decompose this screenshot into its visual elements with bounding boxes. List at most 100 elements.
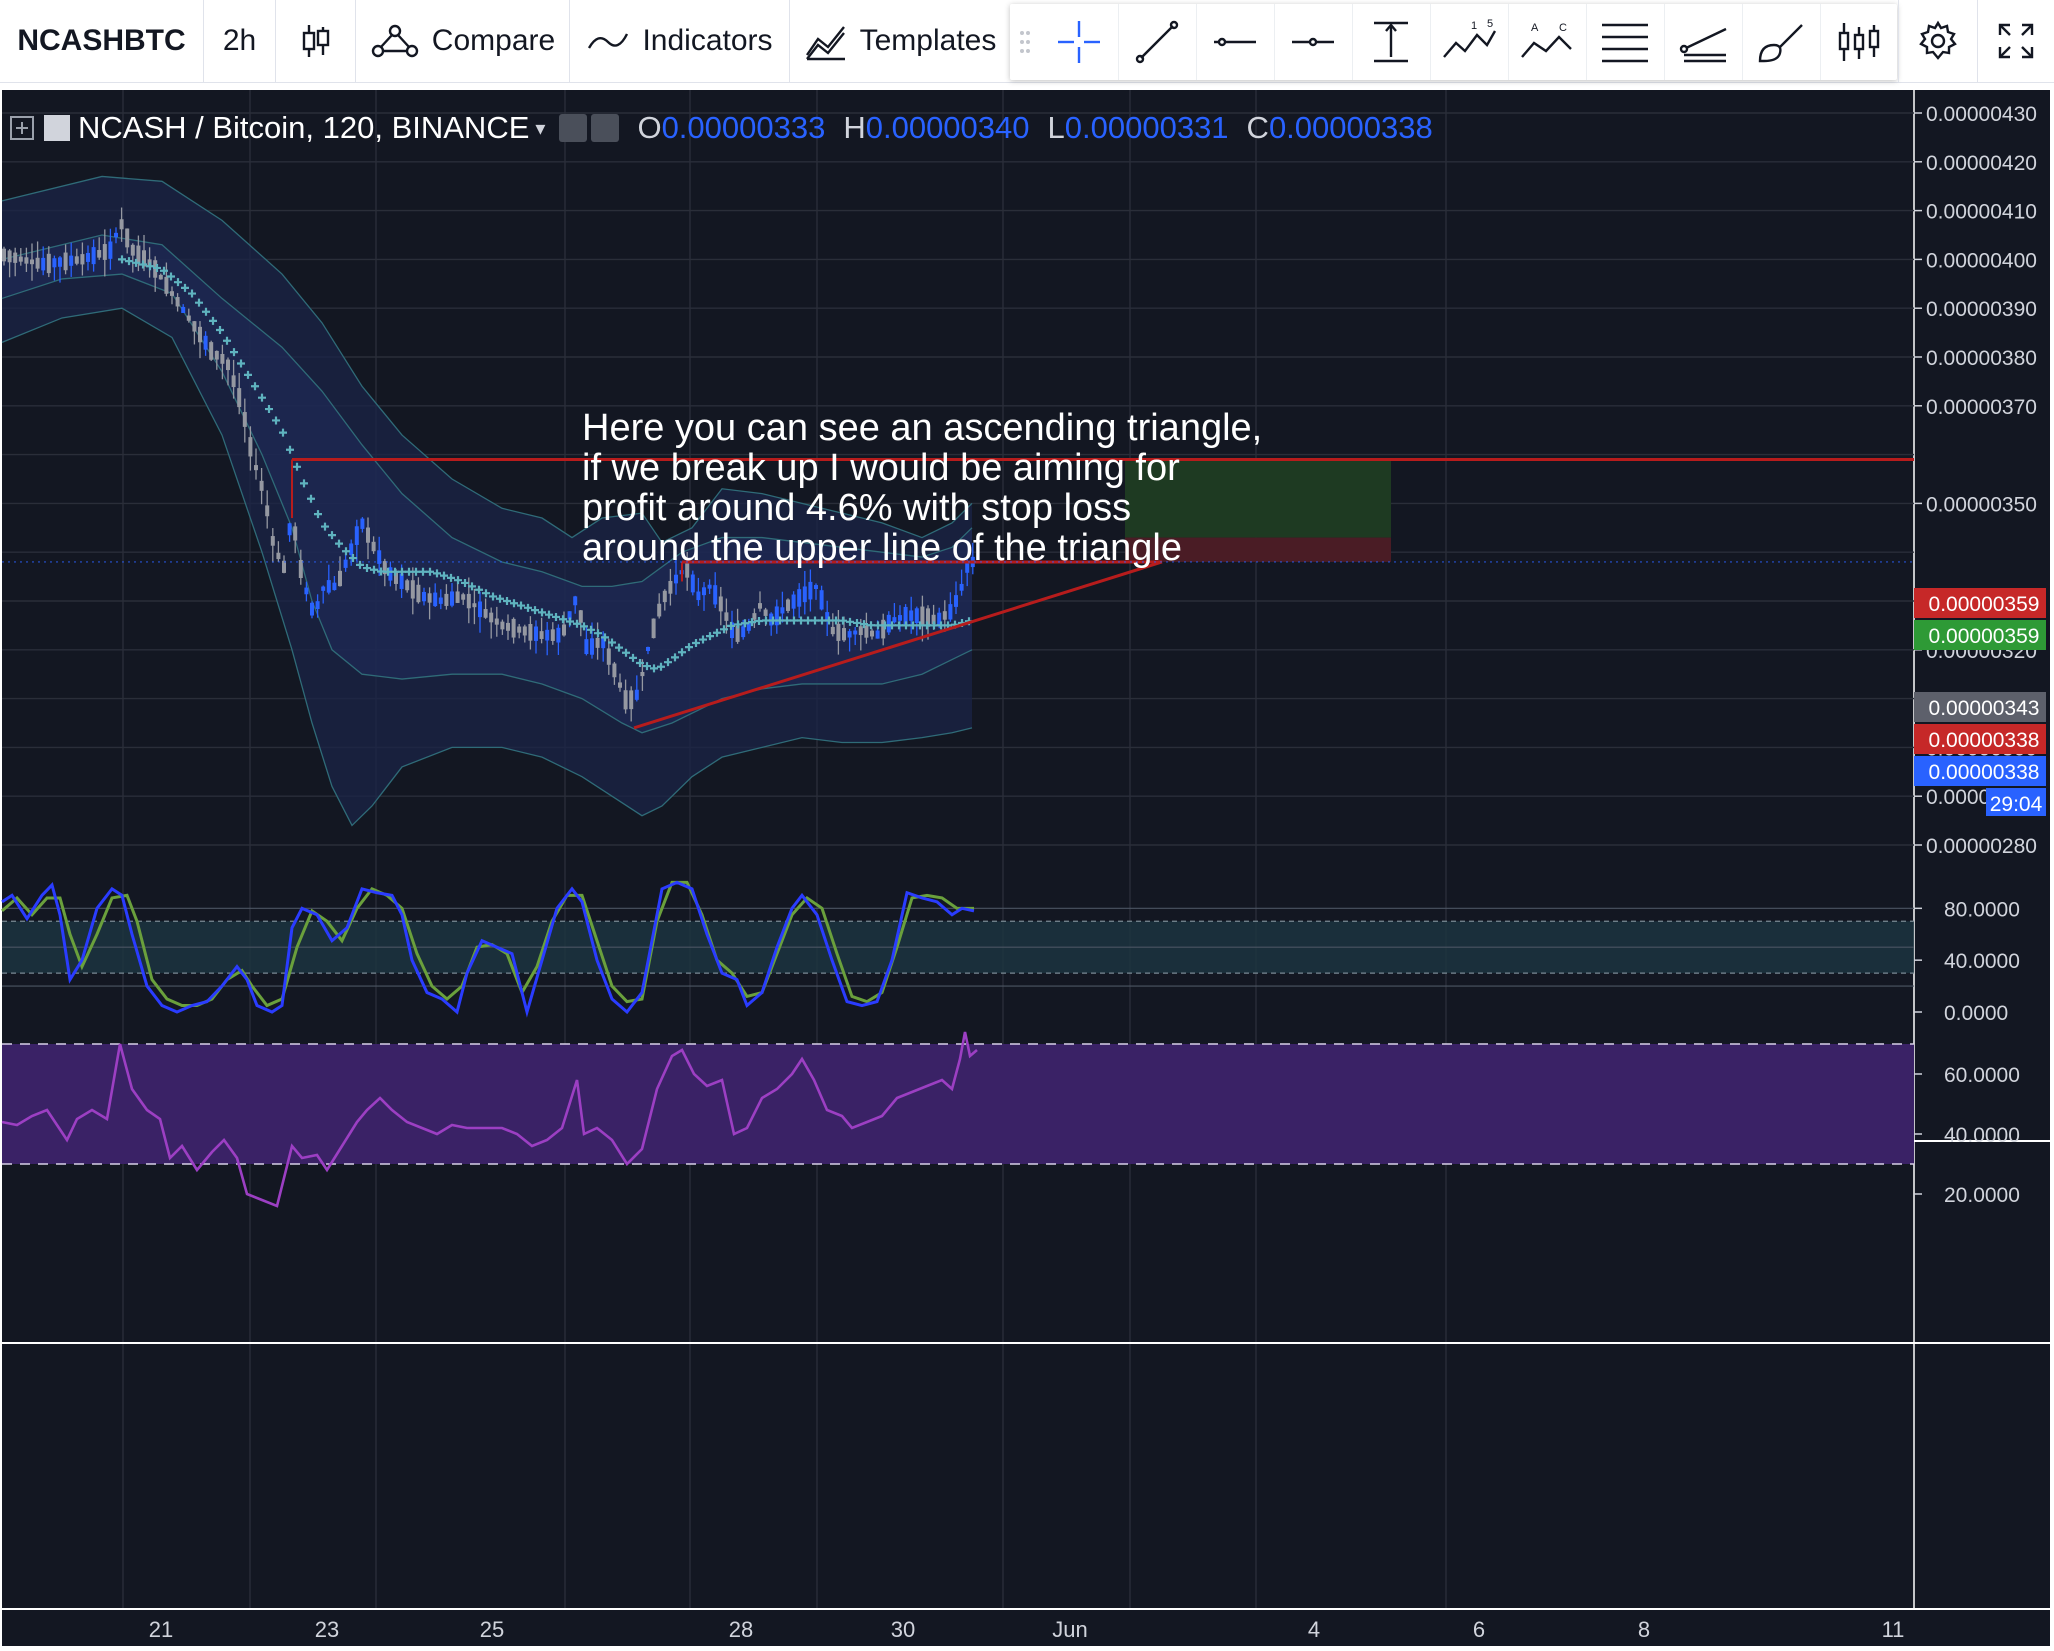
time-tick-label: 30 [891,1617,915,1642]
candle-body [556,627,561,643]
candle-body [416,584,421,603]
candle-body [903,606,908,626]
loss-zone [1125,537,1391,562]
rsi-scale[interactable] [1914,1344,2050,1608]
chart-canvas[interactable]: Here you can see an ascending triangle,i… [0,88,2054,1646]
compare-button[interactable]: Compare [356,0,570,82]
time-tick-label: 28 [729,1617,753,1642]
horizontal-line-tool[interactable] [1196,4,1275,80]
candle-body [242,412,247,427]
ma-cross [643,662,651,671]
candle-body [209,342,214,360]
ma-cross [118,255,126,264]
ma-cross [559,615,567,624]
candle-body [573,596,578,606]
ma-cross [524,603,532,612]
interval-label: 2h [222,24,257,57]
horizontal-ray-tool[interactable] [1274,4,1353,80]
rsi-tick-label: 60.0000 [1944,1064,2020,1087]
ma-cross [587,625,595,634]
ma-cross [328,531,336,540]
stoch-scale[interactable] [1914,1142,2050,1342]
candle-body [847,631,852,638]
ma-cross [909,621,917,630]
top-toolbar: NCASHBTC 2h Compare Indicators Templates… [0,0,2054,83]
ma-cross [300,479,308,488]
chart-container[interactable]: Here you can see an ascending triangle, i… [0,88,2054,1646]
ma-cross [622,648,630,657]
ma-cross [769,616,777,625]
candle-body [175,297,180,307]
candle-body [349,543,354,556]
settings-icon[interactable] [591,114,620,142]
templates-icon [805,26,845,61]
trend-line-tool[interactable] [1118,4,1197,80]
indicators-label: Indicators [642,24,773,57]
long-position-tool[interactable] [1820,4,1898,80]
stochastic [1,880,975,1018]
settings-button[interactable] [1898,0,1978,82]
ma-cross [342,547,350,556]
candle-body [181,306,186,313]
ma-cross [174,278,182,287]
legend-dropdown-icon[interactable]: ▾ [535,117,546,140]
ma-cross [503,597,511,605]
legend-title[interactable]: NCASH / Bitcoin, 120, BINANCE [78,110,530,145]
drawings[interactable]: Here you can see an ascending triangle,i… [2,407,1914,730]
ma-cross [916,621,924,630]
ma-cross [489,592,497,601]
candle-body [354,526,359,545]
price-badge [1914,692,2046,722]
ma-cross [797,616,805,625]
candle-body [108,241,113,259]
annotation-text: around the upper line of the triangle [582,527,1182,569]
candle-body [550,629,555,641]
time-scale[interactable] [2,1610,1914,1646]
vertical-range-tool[interactable] [1352,4,1431,80]
time-tick-label: 4 [1308,1617,1320,1642]
ma-cross [307,494,315,503]
time-tick-label: 25 [480,1617,504,1642]
time-tick-label: 6 [1473,1617,1485,1642]
symbol-search-button[interactable]: NCASHBTC [0,0,204,82]
interval-button[interactable]: 2h [204,0,276,82]
ma-cross [762,616,770,625]
candle-body [360,518,365,529]
candle-body [2,248,6,262]
candle-body [948,604,953,620]
fib-retracement-tool[interactable] [1586,4,1665,80]
candle-body [399,573,404,589]
visibility-icon[interactable] [559,114,588,142]
candle-body [248,437,253,457]
drag-handle[interactable] [1010,4,1040,80]
pitchfork-tool[interactable] [1664,4,1743,80]
ma-cross [580,622,588,631]
fullscreen-button[interactable] [1978,0,2054,82]
expand-icon[interactable] [10,116,34,140]
ma-cross [895,621,903,630]
candle-body [276,552,281,560]
templates-button[interactable]: Templates [790,0,1010,82]
brush-tool[interactable] [1742,4,1821,80]
indicators-button[interactable]: Indicators [570,0,790,82]
candle-body [158,274,163,280]
symbol-label: NCASHBTC [17,24,186,57]
candle-body [203,335,208,350]
candle-body [730,622,734,639]
ma-cross [370,565,378,574]
crosshair-tool[interactable] [1040,4,1119,80]
ma-cross [930,621,938,630]
candle-body [332,582,337,591]
candle-body [220,353,225,364]
high-label: H [843,110,866,145]
candle-body [590,638,594,655]
ma-cross [433,569,441,578]
candle-body [808,581,813,600]
chart-style-button[interactable] [276,0,356,82]
ma-cross [167,272,175,281]
ma-cross [146,262,154,271]
candle-body [864,625,869,638]
